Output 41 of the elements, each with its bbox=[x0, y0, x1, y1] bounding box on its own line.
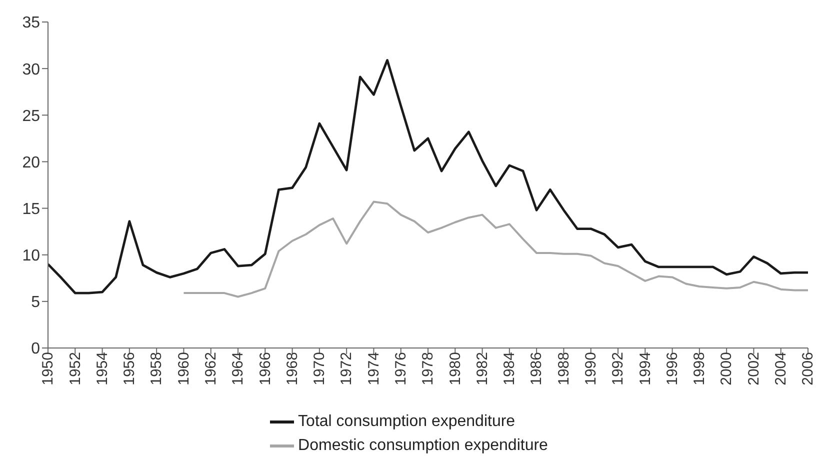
x-tick-label: 1964 bbox=[230, 352, 247, 386]
x-tick-label: 2004 bbox=[772, 352, 790, 386]
x-tick-label: 1984 bbox=[501, 352, 518, 386]
x-tick-label: 1982 bbox=[474, 352, 491, 386]
legend-label: Total consumption expenditure bbox=[298, 413, 516, 430]
legend-label: Domestic consumption expenditure bbox=[298, 437, 548, 454]
y-tick-label: 15 bbox=[22, 200, 40, 218]
y-tick-label: 0 bbox=[31, 340, 40, 358]
x-tick-label: 1974 bbox=[365, 352, 382, 386]
x-tick-label: 1950 bbox=[40, 352, 57, 386]
x-tick-label: 2000 bbox=[718, 352, 736, 386]
y-tick-label: 20 bbox=[22, 154, 40, 172]
x-tick-label: 1968 bbox=[284, 352, 301, 386]
y-tick-label: 35 bbox=[22, 14, 40, 32]
x-tick-label: 2002 bbox=[745, 352, 762, 386]
x-tick-label: 1952 bbox=[66, 352, 84, 386]
y-tick-label: 10 bbox=[22, 248, 40, 265]
x-tick-label: 1972 bbox=[338, 352, 356, 386]
x-tick-label: 1980 bbox=[446, 352, 464, 386]
x-tick-label: 1986 bbox=[528, 352, 546, 386]
x-tick-label: 1990 bbox=[582, 352, 600, 386]
x-tick-label: 1958 bbox=[148, 352, 166, 386]
x-tick-label: 1978 bbox=[420, 352, 437, 386]
x-tick-label: 1966 bbox=[256, 352, 274, 386]
y-tick-label: 25 bbox=[22, 108, 40, 125]
line-series bbox=[182, 200, 808, 298]
x-tick-label: 1956 bbox=[121, 352, 138, 386]
x-tick-label: 1996 bbox=[664, 352, 681, 386]
x-tick-label: 2006 bbox=[800, 352, 817, 386]
x-tick-label: 1954 bbox=[94, 352, 111, 386]
x-tick-label: 1998 bbox=[691, 352, 708, 386]
x-tick-label: 1976 bbox=[392, 352, 410, 386]
x-tick-label: 1992 bbox=[610, 352, 627, 386]
x-tick-label: 1994 bbox=[636, 352, 654, 386]
x-tick-label: 1970 bbox=[311, 352, 328, 386]
y-tick-label: 30 bbox=[22, 61, 40, 78]
x-tick-label: 1960 bbox=[175, 352, 192, 386]
x-tick-label: 1962 bbox=[202, 352, 220, 386]
line-series bbox=[48, 58, 808, 294]
x-tick-label: 1988 bbox=[555, 352, 572, 386]
y-tick-label: 5 bbox=[31, 294, 40, 312]
